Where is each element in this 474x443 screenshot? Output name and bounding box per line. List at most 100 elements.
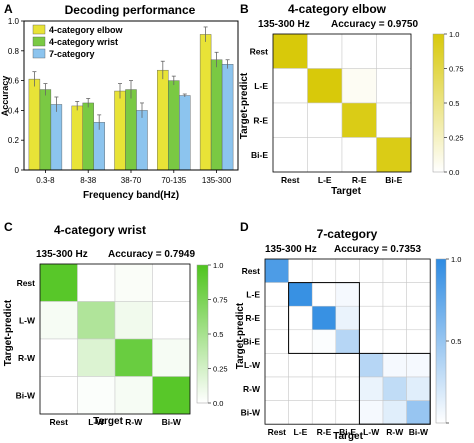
heatmap-cell (307, 33, 343, 69)
heatmap-cell (272, 137, 308, 173)
heatmap-cell (382, 400, 407, 425)
confusion-panel-seven: 7-category 135-300 Hz Accuracy = 0.7353 … (235, 227, 461, 442)
heatmap-cell (406, 400, 431, 425)
heatmap-frame (39, 263, 191, 415)
bar (114, 90, 126, 171)
legend-label: 4-category wrist (49, 37, 118, 47)
heatmap-cell (359, 376, 384, 401)
heatmap-elbow: Rest Rest L-E L-E R-E R-E Bi-E Bi-E 1.0 0.75 0.5 0.… (250, 30, 464, 185)
x-tick-label: Rest (268, 427, 287, 437)
heatmap-cell (307, 68, 343, 104)
heatmap-cell (359, 400, 384, 425)
x-tick-label: Bi-W (162, 417, 182, 427)
heatmap-wrist: Rest Rest L-W L-W R-W R-W Bi-W Bi-W 1.0 0.75 0.5 0.… (16, 261, 228, 427)
heatmap-cell (272, 68, 308, 104)
heatmap-seven: Rest Rest L-E L-E R-E R-E Bi-E Bi-E L-W L-W R-W R-W… (241, 255, 462, 437)
heatmap-cell (77, 301, 116, 340)
colorbar-tick-label: 0.75 (449, 65, 464, 74)
y-tick-label: Bi-W (241, 407, 261, 417)
heatmap-cell (311, 353, 337, 378)
panel-c-xlabel: Target (93, 416, 123, 427)
heatmap-cell (288, 400, 313, 425)
legend-swatch (32, 36, 46, 47)
panel-d-accuracy: Accuracy = 0.7353 (334, 244, 421, 255)
bar (82, 102, 94, 171)
heatmap-cell (264, 258, 289, 283)
x-tick-label: Rest (281, 175, 300, 185)
colorbar-tick-label: 1.0 (213, 261, 223, 270)
x-tick-label: L-W (363, 427, 380, 437)
heatmap-cell (406, 329, 431, 354)
panel-b-ylabel: Target-predict (239, 72, 250, 139)
panel-c-accuracy: Accuracy = 0.7949 (108, 249, 195, 260)
bar (136, 110, 148, 171)
heatmap-cell (114, 338, 153, 377)
colorbar-tick-label: 0.5 (213, 330, 223, 339)
panel-b-accuracy: Accuracy = 0.9750 (331, 19, 418, 30)
heatmap-cell (311, 400, 337, 425)
heatmap-cell (341, 102, 377, 138)
heatmap-cell (39, 301, 78, 340)
heatmap-cell (341, 33, 377, 69)
x-tick-label: R-W (125, 417, 143, 427)
legend-swatch (32, 48, 46, 59)
heatmap-cell (311, 258, 337, 283)
x-tick-label: 70-135 (161, 176, 186, 185)
colorbar (435, 258, 447, 424)
x-tick-label: R-W (386, 427, 404, 437)
x-tick-label: 135-300 (202, 176, 232, 185)
panel-letter-c: C (4, 220, 13, 234)
heatmap-cell (77, 338, 116, 377)
bar (179, 95, 191, 171)
heatmap-cell (114, 376, 153, 415)
x-axis-ticks: 0.3-8 8-38 38-70 70-135 135-300 (36, 170, 232, 185)
heatmap-cell (376, 33, 412, 69)
y-tick-label: Bi-E (251, 150, 268, 160)
heatmap-cell (376, 137, 412, 173)
y-tick-label: 0 (15, 166, 20, 175)
bar (71, 105, 83, 171)
x-tick-label: Rest (50, 417, 69, 427)
y-tick-label: 0.8 (8, 47, 20, 56)
x-tick-label: L-W (88, 417, 105, 427)
heatmap-cell (307, 137, 343, 173)
heatmap-cell (382, 305, 407, 331)
y-tick-label: R-W (18, 353, 36, 363)
heatmap-cell (152, 301, 191, 340)
y-axis-ticks: 0 0.2 0.4 0.6 0.8 1.0 (8, 17, 24, 175)
colorbar-tick-label: 0.5 (451, 337, 461, 346)
heatmap-cell (77, 263, 116, 302)
heatmap-cell (114, 263, 153, 302)
y-tick-label: 0.6 (8, 77, 20, 86)
x-tick-label: R-E (352, 175, 367, 185)
y-axis-label: Accuracy (0, 76, 10, 117)
heatmap-cell (335, 376, 360, 401)
y-tick-label: Rest (17, 278, 36, 288)
bar (125, 89, 137, 171)
y-tick-label: R-E (253, 115, 268, 125)
heatmap-cell (359, 329, 384, 354)
heatmap-cell (272, 33, 308, 69)
panel-letter-d: D (240, 220, 249, 234)
heatmap-cell (359, 305, 384, 331)
heatmap-cell (406, 282, 431, 307)
colorbar-tick-label: 1.0 (449, 30, 459, 39)
x-axis-label: Frequency band(Hz) (83, 190, 179, 201)
heatmap-frame (272, 33, 412, 173)
heatmap-cell (264, 282, 289, 307)
y-tick-label: R-E (245, 313, 260, 323)
heatmap-cell (307, 102, 343, 138)
heatmap-cell (311, 282, 337, 307)
panel-c-title: 4-category wrist (54, 223, 146, 237)
x-tick-label: 0.3-8 (36, 176, 55, 185)
colorbar-tick-label: 0.5 (449, 99, 459, 108)
y-tick-label: L-E (246, 289, 260, 299)
heatmap-cell (341, 137, 377, 173)
y-tick-label: 1.0 (8, 17, 20, 26)
bar (50, 104, 63, 171)
y-tick-label: 0.4 (8, 106, 20, 115)
bar (221, 64, 234, 171)
group-box (358, 352, 431, 425)
x-tick-label: 8-38 (80, 176, 97, 185)
group-box (288, 282, 360, 354)
